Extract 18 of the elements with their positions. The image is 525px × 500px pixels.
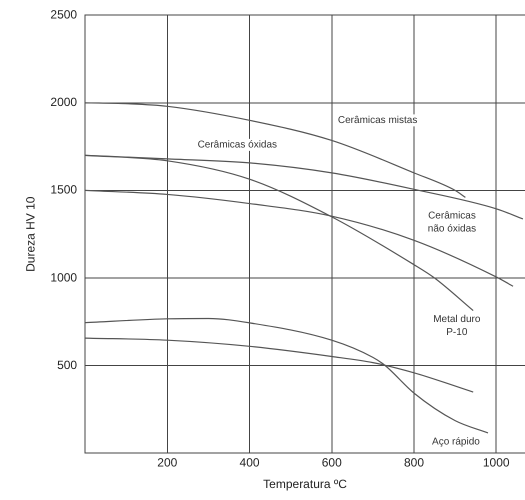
- annotation: Cerâmicas não óxidas: [428, 210, 476, 235]
- y-tick-label: 1000: [50, 270, 78, 284]
- x-tick-label: 1000: [482, 456, 510, 470]
- x-tick-label: 400: [240, 456, 260, 470]
- x-tick-label: 200: [157, 456, 178, 470]
- y-axis-title: Dureza HV 10: [24, 196, 38, 272]
- annotation: Metal duro P-10: [433, 314, 481, 338]
- y-tick-label: 2000: [50, 95, 78, 110]
- annotation: Cerâmicas óxidas: [198, 140, 278, 151]
- x-tick-label: 600: [322, 456, 342, 470]
- annotation: Cerâmicas mistas: [338, 115, 418, 126]
- line-series: [85, 102, 466, 198]
- annotation: Aço rápido: [432, 436, 480, 448]
- y-tick-label: 500: [57, 358, 78, 372]
- y-tick-label: 2500: [50, 8, 78, 22]
- y-tick-label: 1500: [50, 182, 78, 197]
- x-tick-label: 800: [404, 456, 424, 470]
- x-axis-title: Temperatura ºC: [263, 477, 348, 492]
